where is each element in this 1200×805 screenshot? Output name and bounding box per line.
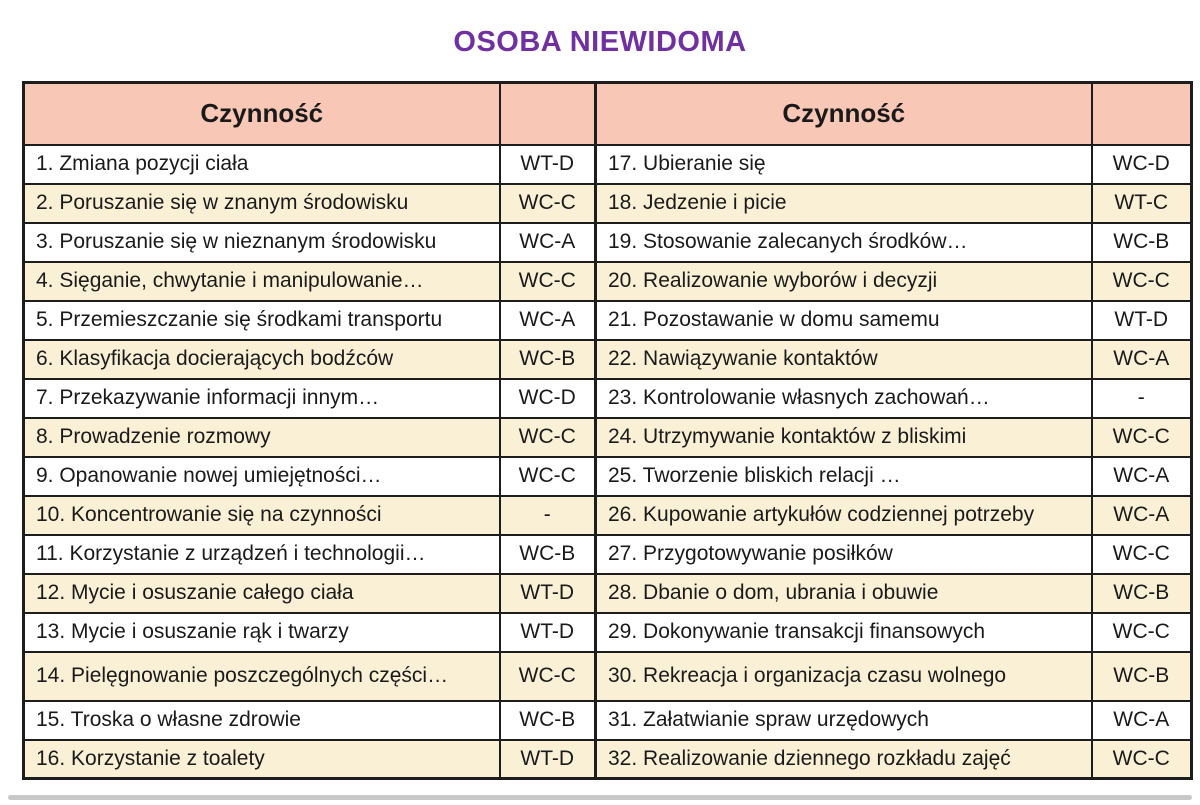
page-bottom-divider <box>8 795 1192 800</box>
activity-cell-left: 9. Opanowanie nowej umiejętności… <box>22 455 501 497</box>
table-body: 1. Zmiana pozycji ciała WT-D 17. Ubieranie… <box>22 143 1193 780</box>
table-row: 8. Prowadzenie rozmowy WC-C 24. Utrzymywan… <box>22 416 1193 458</box>
code-cell-left: WT-D <box>498 572 597 614</box>
code-cell-right: WC-B <box>1090 221 1193 263</box>
table-row: 16. Korzystanie z toalety WT-D 32. Realizo… <box>22 738 1193 780</box>
code-cell-left: WC-C <box>498 416 597 458</box>
table-row: 9. Opanowanie nowej umiejętności… WC-C 25.… <box>22 455 1193 497</box>
table-row: 14. Pielęgnowanie poszczególnych części…… <box>22 650 1193 702</box>
code-cell-right: WC-C <box>1090 533 1193 575</box>
table-row: 3. Poruszanie się w nieznanym środowisku… <box>22 221 1193 263</box>
activity-cell-right: 28. Dbanie o dom, ubrania i obuwie <box>594 572 1093 614</box>
activity-cell-left: 1. Zmiana pozycji ciała <box>22 143 501 185</box>
activity-cell-left: 5. Przemieszczanie się środkami transpor… <box>22 299 501 341</box>
activity-cell-right: 29. Dokonywanie transakcji finansowych <box>594 611 1093 653</box>
code-cell-left: WC-B <box>498 338 597 380</box>
activity-cell-right: 31. Załatwianie spraw urzędowych <box>594 699 1093 741</box>
code-cell-left: WC-B <box>498 699 597 741</box>
activity-cell-left: 10. Koncentrowanie się na czynności <box>22 494 501 536</box>
activity-cell-left: 7. Przekazywanie informacji innym… <box>22 377 501 419</box>
activity-cell-left: 11. Korzystanie z urządzeń i technologii… <box>22 533 501 575</box>
code-cell-right: WC-A <box>1090 338 1193 380</box>
code-cell-left: WC-C <box>498 260 597 302</box>
activity-cell-right: 26. Kupowanie artykułów codziennej potrz… <box>594 494 1093 536</box>
header-row: Czynność Czynność <box>22 81 1193 146</box>
code-cell-left: WC-B <box>498 533 597 575</box>
code-cell-right: WC-C <box>1090 738 1193 780</box>
code-cell-right: WC-B <box>1090 572 1193 614</box>
activity-cell-left: 15. Troska o własne zdrowie <box>22 699 501 741</box>
code-cell-left: WC-A <box>498 299 597 341</box>
activity-cell-left: 13. Mycie i osuszanie rąk i twarzy <box>22 611 501 653</box>
activity-cell-right: 21. Pozostawanie w domu samemu <box>594 299 1093 341</box>
code-cell-right: WC-C <box>1090 260 1193 302</box>
table-row: 11. Korzystanie z urządzeń i technologii… <box>22 533 1193 575</box>
table-row: 5. Przemieszczanie się środkami transpor… <box>22 299 1193 341</box>
activity-cell-right: 18. Jedzenie i picie <box>594 182 1093 224</box>
code-cell-right: - <box>1090 377 1193 419</box>
code-cell-right: WC-A <box>1090 699 1193 741</box>
table-row: 15. Troska o własne zdrowie WC-B 31. Załat… <box>22 699 1193 741</box>
activity-cell-right: 30. Rekreacja i organizacja czasu wolneg… <box>594 650 1093 702</box>
code-cell-right: WC-A <box>1090 494 1193 536</box>
activity-cell-right: 22. Nawiązywanie kontaktów <box>594 338 1093 380</box>
code-cell-right: WC-B <box>1090 650 1193 702</box>
table-row: 6. Klasyfikacja docierających bodźców WC-… <box>22 338 1193 380</box>
activity-cell-right: 23. Kontrolowanie własnych zachowań… <box>594 377 1093 419</box>
code-cell-left: WC-C <box>498 650 597 702</box>
table-row: 13. Mycie i osuszanie rąk i twarzy WT-D 29… <box>22 611 1193 653</box>
code-cell-left: WC-A <box>498 221 597 263</box>
column-header-activity-left: Czynność <box>22 81 501 146</box>
table-row: 10. Koncentrowanie się na czynności -26. … <box>22 494 1193 536</box>
code-cell-right: WC-C <box>1090 416 1193 458</box>
code-cell-left: - <box>498 494 597 536</box>
activity-cell-left: 4. Sięganie, chwytanie i manipulowanie… <box>22 260 501 302</box>
activity-cell-left: 14. Pielęgnowanie poszczególnych części… <box>22 650 501 702</box>
code-cell-left: WT-D <box>498 738 597 780</box>
table-row: 4. Sięganie, chwytanie i manipulowanie… W… <box>22 260 1193 302</box>
code-cell-left: WC-D <box>498 377 597 419</box>
code-cell-left: WT-D <box>498 143 597 185</box>
page-title: OSOBA NIEWIDOMA <box>453 26 747 58</box>
table-row: 2. Poruszanie się w znanym środowisku WC-… <box>22 182 1193 224</box>
activity-cell-right: 20. Realizowanie wyborów i decyzji <box>594 260 1093 302</box>
activity-cell-right: 19. Stosowanie zalecanych środków… <box>594 221 1093 263</box>
code-cell-right: WC-C <box>1090 611 1193 653</box>
activity-cell-right: 27. Przygotowywanie posiłków <box>594 533 1093 575</box>
activity-cell-left: 3. Poruszanie się w nieznanym środowisku <box>22 221 501 263</box>
code-cell-left: WC-C <box>498 182 597 224</box>
activity-cell-right: 24. Utrzymywanie kontaktów z bliskimi <box>594 416 1093 458</box>
activity-cell-left: 6. Klasyfikacja docierających bodźców <box>22 338 501 380</box>
activity-cell-left: 8. Prowadzenie rozmowy <box>22 416 501 458</box>
code-cell-right: WC-D <box>1090 143 1193 185</box>
column-header-code-right <box>1090 81 1193 146</box>
code-cell-right: WT-D <box>1090 299 1193 341</box>
column-header-code-left <box>498 81 597 146</box>
code-cell-left: WC-C <box>498 455 597 497</box>
activities-table: Czynność Czynność 1. Zmiana pozycji ciał… <box>22 81 1193 780</box>
table-row: 12. Mycie i osuszanie całego ciała WT-D 28… <box>22 572 1193 614</box>
code-cell-right: WT-C <box>1090 182 1193 224</box>
code-cell-right: WC-A <box>1090 455 1193 497</box>
activity-cell-left: 2. Poruszanie się w znanym środowisku <box>22 182 501 224</box>
activity-cell-left: 12. Mycie i osuszanie całego ciała <box>22 572 501 614</box>
activity-cell-right: 17. Ubieranie się <box>594 143 1093 185</box>
activity-cell-right: 32. Realizowanie dziennego rozkładu zaję… <box>594 738 1093 780</box>
activity-cell-left: 16. Korzystanie z toalety <box>22 738 501 780</box>
activity-cell-right: 25. Tworzenie bliskich relacji … <box>594 455 1093 497</box>
column-header-activity-right: Czynność <box>594 81 1093 146</box>
code-cell-left: WT-D <box>498 611 597 653</box>
table-row: 1. Zmiana pozycji ciała WT-D 17. Ubieranie… <box>22 143 1193 185</box>
table-row: 7. Przekazywanie informacji innym… WC-D 23… <box>22 377 1193 419</box>
